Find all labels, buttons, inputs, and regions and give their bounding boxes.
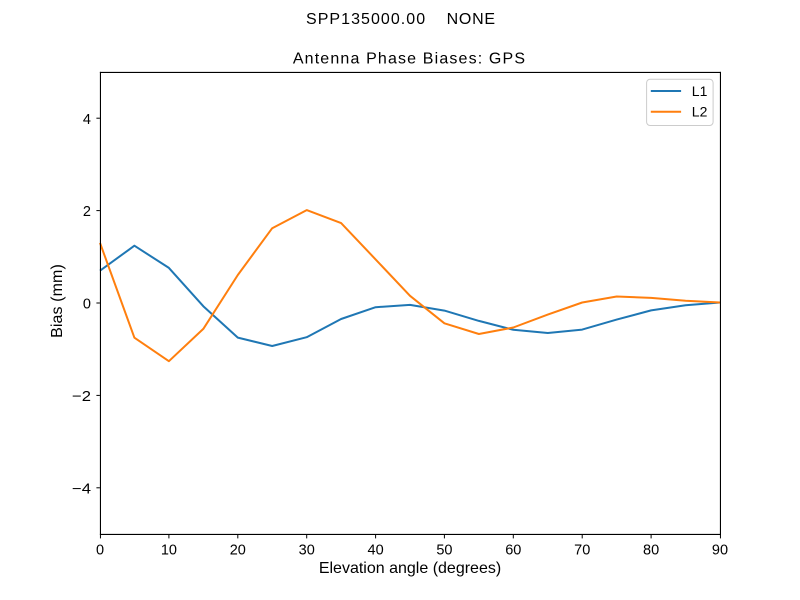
svg-text:4: 4: [83, 112, 91, 128]
svg-text:10: 10: [161, 543, 177, 559]
svg-text:50: 50: [436, 543, 452, 559]
svg-text:−4: −4: [72, 481, 91, 497]
svg-text:40: 40: [368, 543, 384, 559]
svg-text:Elevation angle (degrees): Elevation angle (degrees): [319, 560, 501, 577]
svg-text:Bias (mm): Bias (mm): [49, 264, 66, 338]
svg-text:30: 30: [299, 543, 315, 559]
svg-text:20: 20: [230, 543, 246, 559]
svg-text:L2: L2: [692, 104, 708, 120]
svg-text:60: 60: [505, 543, 521, 559]
svg-text:80: 80: [643, 543, 659, 559]
svg-text:Antenna Phase Biases: GPS: Antenna Phase Biases: GPS: [293, 51, 526, 68]
svg-text:0: 0: [96, 543, 104, 559]
svg-text:SPP135000.00: SPP135000.00: [306, 11, 426, 28]
svg-text:2: 2: [83, 204, 91, 220]
svg-text:90: 90: [712, 543, 728, 559]
svg-text:NONE: NONE: [447, 11, 496, 28]
svg-text:0: 0: [83, 297, 91, 313]
svg-text:70: 70: [574, 543, 590, 559]
svg-text:L1: L1: [692, 83, 708, 99]
svg-text:−2: −2: [72, 389, 91, 405]
